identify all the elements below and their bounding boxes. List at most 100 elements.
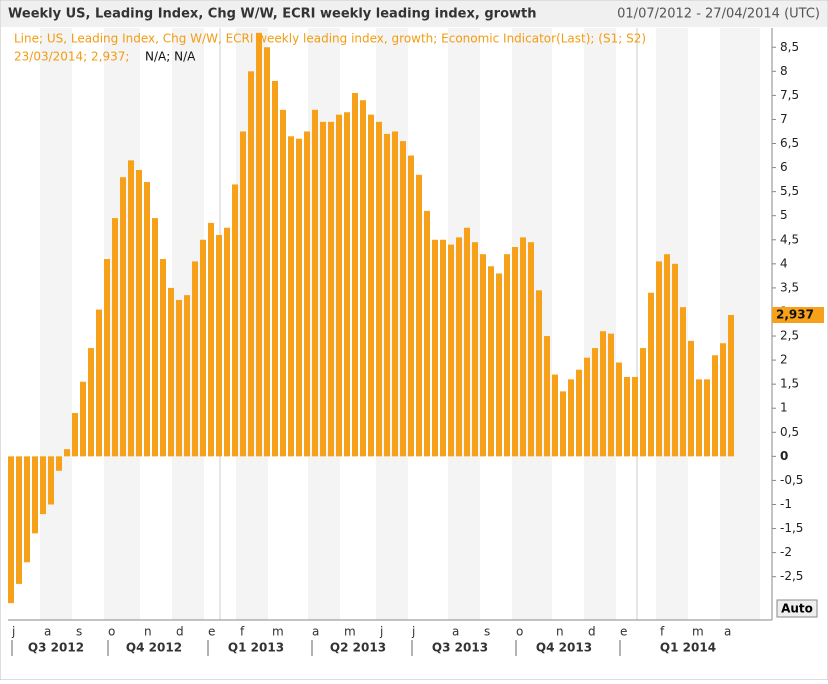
month-label: a: [312, 625, 319, 639]
bar: [616, 362, 622, 457]
bar: [96, 309, 102, 457]
bar: [648, 292, 654, 457]
bar: [656, 261, 662, 457]
bar: [136, 169, 142, 457]
bar: [632, 376, 638, 457]
bar: [608, 333, 614, 457]
bar: [560, 391, 566, 457]
last-value-box: [772, 306, 824, 323]
month-label: d: [176, 625, 184, 639]
bar: [664, 254, 670, 457]
bar: [344, 112, 350, 457]
bar: [496, 273, 502, 457]
bar: [640, 348, 646, 457]
bar: [40, 456, 46, 515]
bar: [576, 369, 582, 457]
bar: [144, 182, 150, 457]
bar: [328, 121, 334, 457]
bar: [400, 141, 406, 457]
bar: [152, 218, 158, 457]
bar: [528, 242, 534, 457]
bar: [376, 121, 382, 457]
bar: [392, 131, 398, 457]
bar: [320, 121, 326, 457]
bar: [600, 331, 606, 457]
bar: [352, 92, 358, 457]
bar: [472, 242, 478, 457]
bar: [224, 227, 230, 457]
bar: [720, 343, 726, 457]
y-tick-label: 6,5: [780, 136, 799, 150]
y-tick-label: 4: [780, 256, 788, 270]
button-box[interactable]: [776, 599, 818, 618]
auto-button[interactable]: Auto: [776, 599, 818, 618]
month-label: e: [620, 625, 627, 639]
quarter-label: Q3 2012: [28, 641, 84, 655]
y-tick-label: 3,5: [780, 280, 799, 294]
month-label: a: [724, 625, 731, 639]
bar: [568, 379, 574, 457]
legend: Line; US, Leading Index, Chg W/W, ECRI w…: [14, 32, 646, 46]
bar: [544, 336, 550, 457]
quarter-label: Q4 2013: [536, 641, 592, 655]
month-label: j: [379, 625, 383, 639]
quarter-label: Q2 2013: [330, 641, 386, 655]
y-tick-label: 2,5: [780, 329, 799, 343]
quarter-label: Q4 2012: [126, 641, 182, 655]
y-tick-label: 6: [780, 160, 788, 174]
bar: [456, 237, 462, 457]
bar: [160, 259, 166, 457]
bar: [624, 376, 630, 457]
bar: [520, 237, 526, 457]
month-label: a: [44, 625, 51, 639]
bar: [448, 244, 454, 457]
bar: [480, 254, 486, 457]
bar: [128, 160, 134, 457]
bar: [88, 348, 94, 457]
button-label[interactable]: Auto: [781, 602, 813, 616]
month-label: e: [208, 625, 215, 639]
month-band: [40, 28, 72, 620]
quarter-label: Q3 2013: [432, 641, 488, 655]
bar: [536, 290, 542, 457]
y-tick-label: -1: [780, 497, 792, 511]
month-label: f: [240, 625, 245, 639]
bar: [504, 254, 510, 457]
month-label: o: [108, 625, 115, 639]
bar: [408, 155, 414, 457]
bar: [176, 299, 182, 457]
bar: [256, 32, 262, 457]
bar: [208, 222, 214, 457]
y-tick-label: 8: [780, 64, 788, 78]
bar: [712, 355, 718, 457]
bar: [368, 114, 374, 457]
y-tick-label: -2,5: [780, 569, 803, 583]
bar: [56, 456, 62, 471]
bar: [688, 340, 694, 457]
date-range: 01/07/2012 - 27/04/2014 (UTC): [617, 7, 820, 22]
month-label: f: [660, 625, 665, 639]
y-tick-label: 2: [780, 353, 788, 367]
bar: [192, 261, 198, 457]
bar: [312, 109, 318, 457]
month-label: m: [692, 625, 704, 639]
bar: [64, 449, 70, 457]
bar: [280, 109, 286, 457]
chart-title: Weekly US, Leading Index, Chg W/W, ECRI …: [8, 7, 536, 22]
month-label: d: [588, 625, 596, 639]
bar: [80, 381, 86, 457]
month-label: a: [452, 625, 459, 639]
bar: [48, 456, 54, 505]
y-tick-label: -1,5: [780, 521, 803, 535]
bar: [584, 357, 590, 457]
bar: [288, 136, 294, 457]
y-tick-label: 7,5: [780, 88, 799, 102]
bar: [16, 456, 22, 584]
y-tick-label: 5,5: [780, 184, 799, 198]
bar: [24, 456, 30, 563]
month-band: [584, 28, 616, 620]
bar: [216, 234, 222, 457]
y-tick-label: 4,5: [780, 232, 799, 246]
bar: [424, 210, 430, 457]
